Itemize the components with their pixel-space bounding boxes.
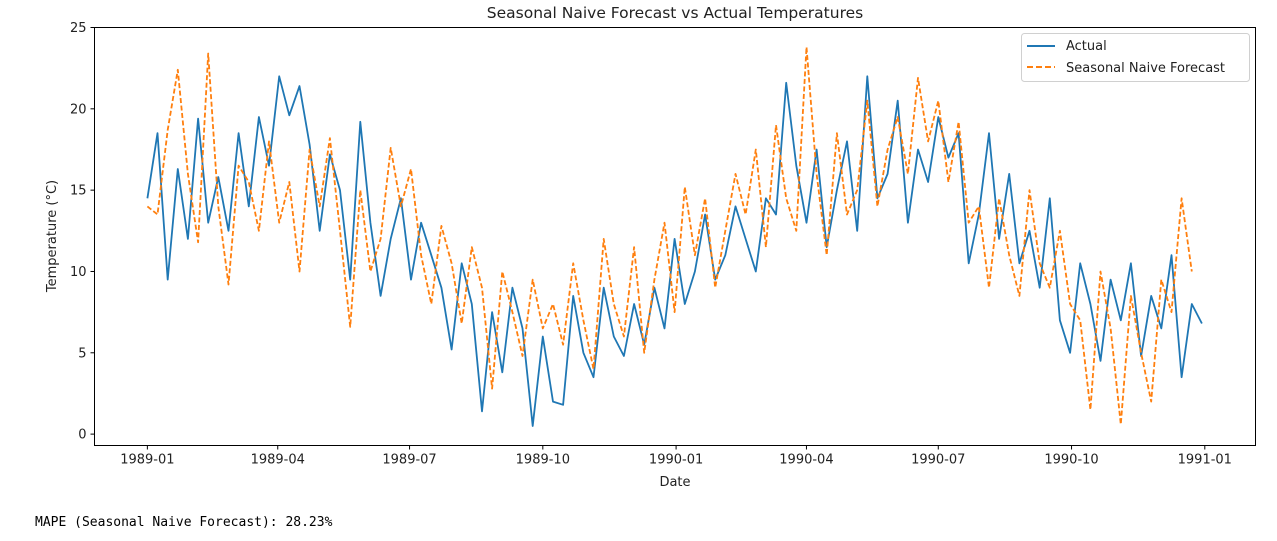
legend-forecast-label: Seasonal Naive Forecast (1066, 61, 1225, 76)
x-axis-ticks: 1989-01 1989-04 1989-07 1989-10 1990-01 1990-… (120, 445, 1232, 468)
x-tick-label: 1991-01 (1178, 453, 1232, 468)
x-tick-label: 1990-07 (911, 453, 965, 468)
y-tick-label: 10 (70, 265, 87, 280)
x-tick-label: 1990-01 (649, 453, 703, 468)
y-axis-ticks: 0 5 10 15 20 25 (70, 21, 95, 443)
x-tick-label: 1989-04 (251, 453, 305, 468)
axes-frame (94, 27, 1256, 446)
x-tick-label: 1989-07 (382, 453, 436, 468)
y-axis-label: Temperature (°C) (45, 180, 60, 293)
x-axis-label: Date (659, 475, 690, 490)
y-tick-label: 15 (70, 184, 87, 199)
y-tick-label: 25 (70, 21, 87, 36)
y-tick-label: 0 (78, 428, 86, 443)
legend-actual-label: Actual (1066, 39, 1107, 54)
y-tick-label: 20 (70, 102, 87, 117)
x-tick-label: 1989-01 (120, 453, 174, 468)
x-tick-label: 1989-10 (516, 453, 570, 468)
x-tick-label: 1990-10 (1044, 453, 1098, 468)
x-tick-label: 1990-04 (779, 453, 833, 468)
legend: Actual Seasonal Naive Forecast (1021, 33, 1250, 82)
series-line-seasonal-naive-forecast (146, 46, 1193, 426)
y-tick-label: 5 (78, 346, 86, 361)
series-line-actual (146, 75, 1203, 427)
legend-box (1021, 33, 1250, 82)
series-layer (146, 46, 1203, 427)
mape-output-text: MAPE (Seasonal Naive Forecast): 28.23% (35, 515, 333, 530)
chart-title: Seasonal Naive Forecast vs Actual Temper… (487, 4, 863, 22)
